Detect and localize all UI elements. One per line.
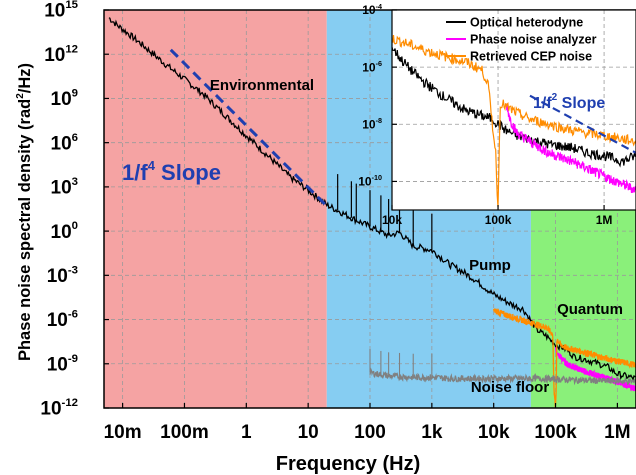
- inset-series: [391, 35, 636, 208]
- y-tick-label: 10-3: [47, 264, 78, 287]
- y-tick-label: 10-4: [362, 2, 382, 17]
- main-series: [108, 17, 636, 408]
- noise-floor-label: Noise floor: [471, 379, 550, 396]
- x-tick-label: 10m: [104, 422, 142, 443]
- series-phase-noise-analyzer: [505, 103, 636, 194]
- inset-slope-annotation: 1/f2 Slope: [533, 92, 605, 112]
- x-tick-label: 1M: [604, 422, 630, 443]
- y-tick-label: 10-6: [362, 59, 382, 74]
- inset-chart: 10k 100k 1M 10-4 10-6 10-8 10-10 1/f2 Slope O…: [358, 2, 636, 227]
- inset-plot-frame: [391, 9, 636, 211]
- y-tick-label: 109: [51, 88, 78, 111]
- y-tick-label: 100: [51, 220, 78, 243]
- inset-x-tick-labels: 10k 100k 1M: [382, 205, 612, 227]
- region-label-environmental: Environmental: [210, 77, 314, 94]
- x-tick-label: 1k: [421, 422, 443, 443]
- x-tick-labels: 10m 100m 1 10 100 1k 10k 100k 1M: [104, 403, 631, 443]
- main-slope-annotation: 1/f4 Slope: [122, 158, 221, 185]
- y-tick-label: 103: [51, 176, 78, 199]
- series-retrieved-cep-noise: [493, 308, 636, 408]
- legend-entry: Phase noise analyzer: [470, 33, 597, 47]
- x-axis-label: Frequency (Hz): [276, 453, 420, 475]
- y-tick-label: 10-10: [358, 173, 382, 188]
- slope-fit-line: [169, 48, 328, 208]
- y-tick-label: 10-12: [40, 397, 78, 420]
- inset-legend: Optical heterodyne Phase noise analyzer Re…: [446, 16, 597, 64]
- x-tick-label: 100m: [160, 422, 209, 443]
- y-axis-label: Phase noise spectral density (rad2/Hz): [15, 63, 34, 361]
- y-tick-label: 10-6: [47, 309, 78, 332]
- y-tick-label: 10-9: [47, 353, 78, 376]
- x-tick-label: 1: [241, 422, 252, 443]
- legend-entry: Optical heterodyne: [470, 16, 583, 30]
- series-optical-heterodyne: [108, 17, 636, 381]
- region-label-quantum: Quantum: [557, 301, 623, 318]
- series-noise-floor: [369, 367, 636, 387]
- legend-entry: Retrieved CEP noise: [470, 50, 592, 64]
- x-tick-label: 1M: [596, 213, 613, 227]
- region-0: [104, 10, 327, 408]
- inset-y-tick-labels: 10-4 10-6 10-8 10-10: [358, 2, 397, 189]
- inset-slope-fit-line: [529, 94, 636, 154]
- x-tick-label: 10k: [478, 422, 510, 443]
- x-tick-label: 10k: [382, 213, 402, 227]
- y-tick-label: 106: [51, 132, 78, 155]
- x-tick-label: 100k: [534, 422, 577, 443]
- x-tick-label: 100: [354, 422, 386, 443]
- x-tick-label: 100k: [485, 213, 512, 227]
- y-tick-label: 1015: [44, 0, 78, 22]
- series-retrieved-cep-noise: [391, 35, 636, 208]
- y-tick-label: 10-8: [362, 116, 382, 131]
- x-tick-label: 10: [298, 422, 319, 443]
- y-tick-label: 1012: [44, 43, 78, 66]
- y-tick-labels: 1015 1012 109 106 103 100 10-3 10-6 10-9 10-12: [40, 0, 109, 420]
- region-label-pump: Pump: [469, 257, 511, 274]
